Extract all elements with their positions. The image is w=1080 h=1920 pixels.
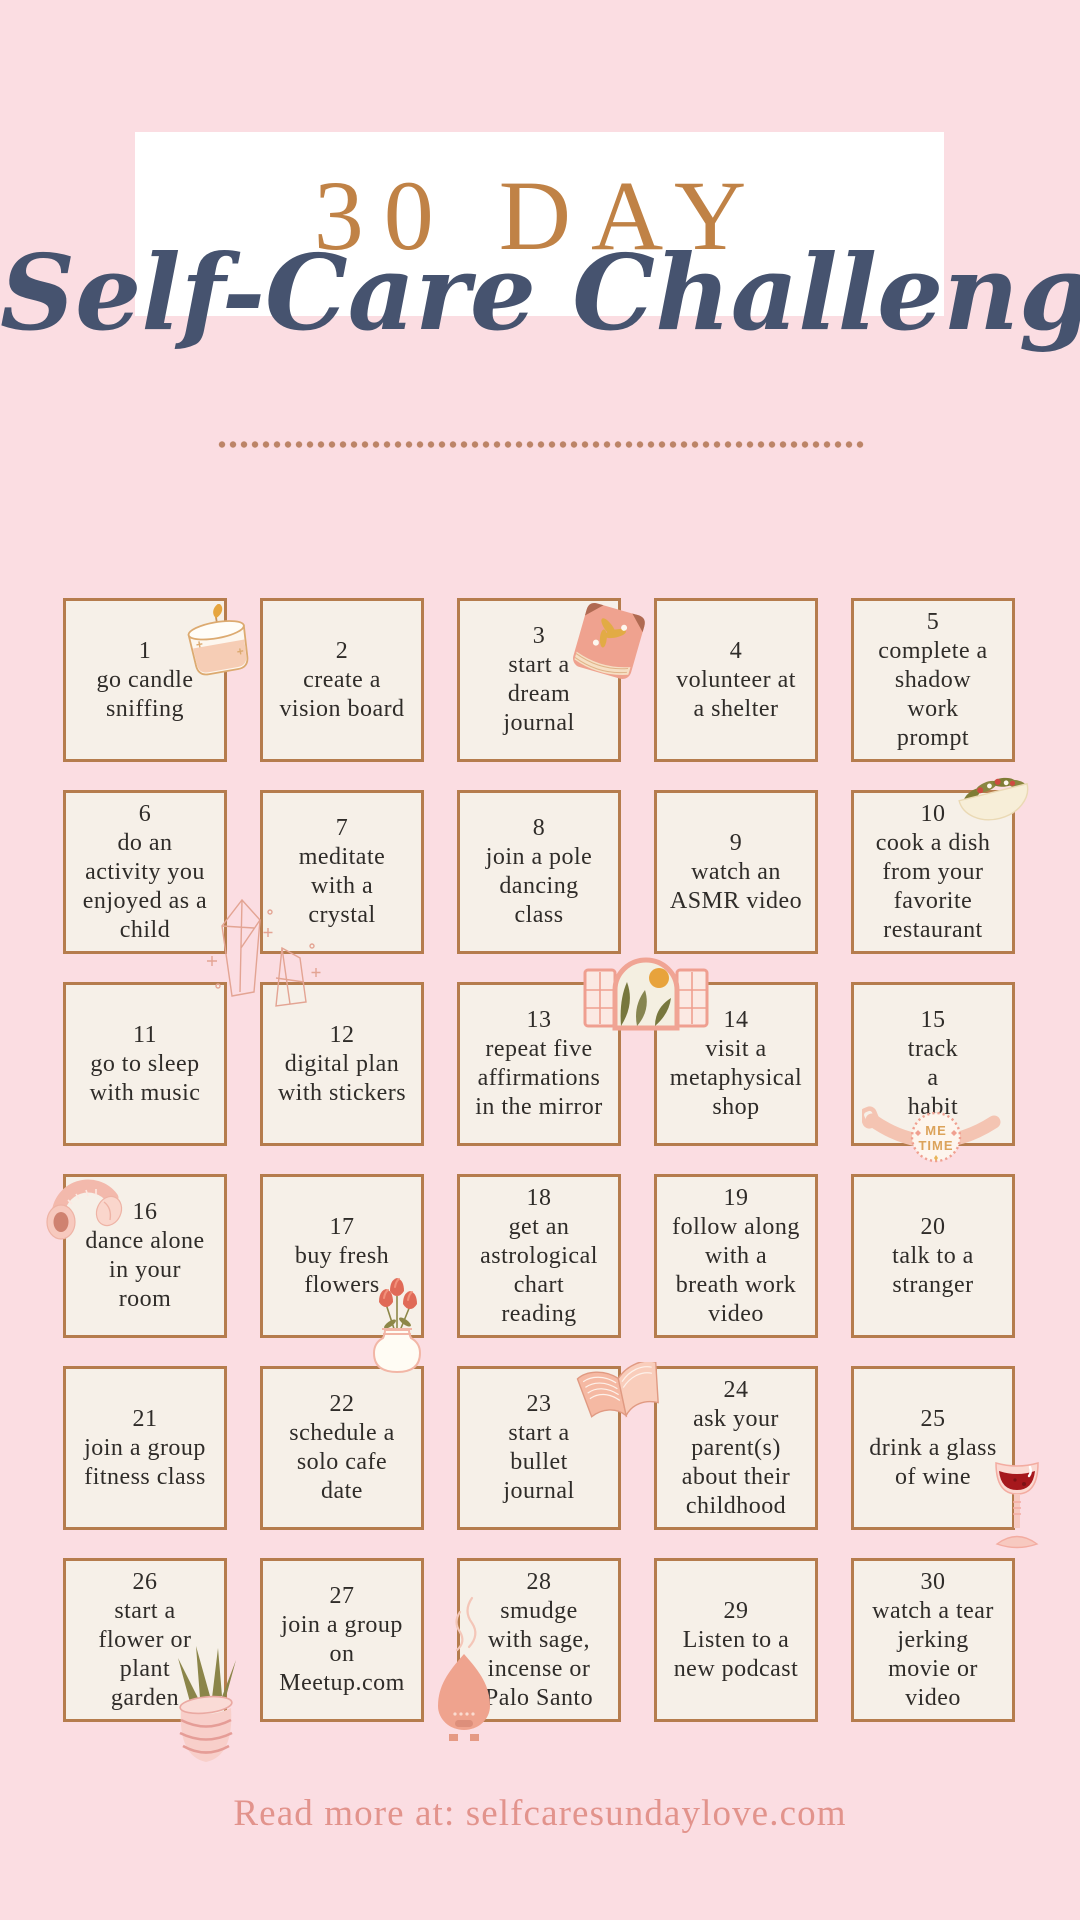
card-text: Listen to a new podcast: [673, 1626, 799, 1682]
card-number: 12: [329, 1021, 355, 1048]
card-text: watch an ASMR video: [669, 858, 803, 914]
card-number: 23: [526, 1391, 552, 1417]
card-3: 3 start a dream journal: [457, 598, 621, 762]
card-2: 2 create a vision board: [260, 598, 424, 762]
card-number: 6: [138, 800, 152, 827]
card-text: volunteer at a shelter: [676, 666, 796, 722]
card-4: 4 volunteer at a shelter: [654, 598, 818, 762]
card-number: 5: [926, 608, 940, 635]
card-text: create a vision board: [279, 666, 405, 722]
card-number: 4: [729, 637, 743, 664]
card-text: drink a glass of wine: [869, 1434, 997, 1490]
card-text: digital plan with stickers: [277, 1050, 407, 1106]
challenge-grid: 1 go candle sniffing 2 create a vision boa…: [63, 598, 1015, 1722]
card-text: get an astrological chart reading: [480, 1213, 598, 1327]
card-number: 10: [920, 800, 946, 827]
card-number: 20: [920, 1213, 946, 1240]
card-text: follow along with a breath work video: [672, 1213, 800, 1327]
card-text: schedule a solo cafe date: [289, 1420, 395, 1504]
card-text: ask your parent(s) about their childhood: [681, 1405, 791, 1519]
card-26: 26 start a flower or plant garden: [63, 1558, 227, 1722]
card-number: 28: [526, 1568, 552, 1595]
card-number: 18: [526, 1184, 552, 1211]
card-number: 9: [729, 829, 743, 856]
card-number: 21: [132, 1405, 158, 1432]
card-text: join a pole dancing class: [485, 844, 593, 928]
card-number: 13: [526, 1007, 552, 1033]
card-text: dance alone in your room: [85, 1228, 205, 1312]
card-7: 7 meditate with a crystal: [260, 790, 424, 954]
card-number: 27: [329, 1583, 355, 1609]
card-28: 28 smudge with sage, incense or Palo Sant…: [457, 1558, 621, 1722]
card-number: 29: [723, 1597, 749, 1624]
dotted-separator: [218, 440, 864, 449]
header-band: [135, 132, 944, 316]
card-text: watch a tear jerking movie or video: [872, 1597, 994, 1711]
card-text: meditate with a crystal: [298, 844, 386, 928]
card-text: start a dream journal: [503, 652, 575, 736]
card-text: start a bullet journal: [503, 1420, 575, 1504]
card-24: 24 ask your parent(s) about their childho…: [654, 1366, 818, 1530]
card-14: 14 visit a metaphysical shop: [654, 982, 818, 1146]
card-text: go candle sniffing: [96, 666, 194, 722]
card-number: 30: [920, 1568, 946, 1595]
card-number: 26: [132, 1568, 158, 1595]
card-6: 6 do an activity you enjoyed as a child: [63, 790, 227, 954]
card-number: 8: [532, 815, 546, 841]
card-text: talk to a stranger: [892, 1242, 974, 1298]
card-9: 9 watch an ASMR video: [654, 790, 818, 954]
card-18: 18 get an astrological chart reading: [457, 1174, 621, 1338]
card-19: 19 follow along with a breath work video: [654, 1174, 818, 1338]
card-number: 3: [532, 623, 546, 649]
card-number: 1: [138, 637, 152, 664]
page-title-script: Self-Care Challenge: [0, 231, 1080, 354]
card-number: 15: [920, 1007, 946, 1033]
card-text: complete a shadow work prompt: [878, 637, 988, 751]
card-22: 22 schedule a solo cafe date: [260, 1366, 424, 1530]
card-text: join a group fitness class: [84, 1434, 206, 1490]
card-21: 21 join a group fitness class: [63, 1366, 227, 1530]
card-number: 22: [329, 1391, 355, 1417]
card-29: 29 Listen to a new podcast: [654, 1558, 818, 1722]
card-8: 8 join a pole dancing class: [457, 790, 621, 954]
card-5: 5 complete a shadow work prompt: [851, 598, 1015, 762]
card-number: 2: [335, 637, 349, 664]
card-20: 20 talk to a stranger: [851, 1174, 1015, 1338]
card-30: 30 watch a tear jerking movie or video: [851, 1558, 1015, 1722]
card-text: cook a dish from your favorite restauran…: [875, 829, 991, 943]
card-25: 25 drink a glass of wine: [851, 1366, 1015, 1530]
card-23: 23 start a bullet journal: [457, 1366, 621, 1530]
card-16: 16 dance alone in your room: [63, 1174, 227, 1338]
card-1: 1 go candle sniffing: [63, 598, 227, 762]
card-text: start a flower or plant garden: [98, 1597, 192, 1711]
card-text: repeat five affirmations in the mirror: [475, 1036, 603, 1120]
card-text: do an activity you enjoyed as a child: [82, 829, 208, 943]
card-27: 27 join a group on Meetup.com: [260, 1558, 424, 1722]
card-10: 10 cook a dish from your favorite restaur…: [851, 790, 1015, 954]
card-text: track a habit: [907, 1036, 959, 1120]
card-11: 11 go to sleep with music: [63, 982, 227, 1146]
card-text: buy fresh flowers: [294, 1242, 390, 1298]
card-number: 7: [335, 815, 349, 841]
card-number: 11: [132, 1021, 158, 1048]
card-number: 25: [920, 1405, 946, 1432]
card-number: 16: [132, 1199, 158, 1225]
card-text: smudge with sage, incense or Palo Santo: [484, 1597, 594, 1711]
page-title-top: 30 DAY: [313, 160, 767, 271]
card-15: 15 track a habit: [851, 982, 1015, 1146]
card-text: visit a metaphysical shop: [669, 1036, 803, 1120]
card-number: 17: [329, 1213, 355, 1240]
card-number: 24: [723, 1376, 749, 1403]
card-number: 14: [723, 1007, 749, 1033]
card-text: join a group on Meetup.com: [279, 1612, 405, 1696]
card-number: 19: [723, 1184, 749, 1211]
read-more-link: Read more at: selfcaresundaylove.com: [233, 1793, 847, 1834]
card-12: 12 digital plan with stickers: [260, 982, 424, 1146]
card-13: 13 repeat five affirmations in the mirror: [457, 982, 621, 1146]
card-text: go to sleep with music: [89, 1050, 201, 1106]
card-17: 17 buy fresh flowers: [260, 1174, 424, 1338]
